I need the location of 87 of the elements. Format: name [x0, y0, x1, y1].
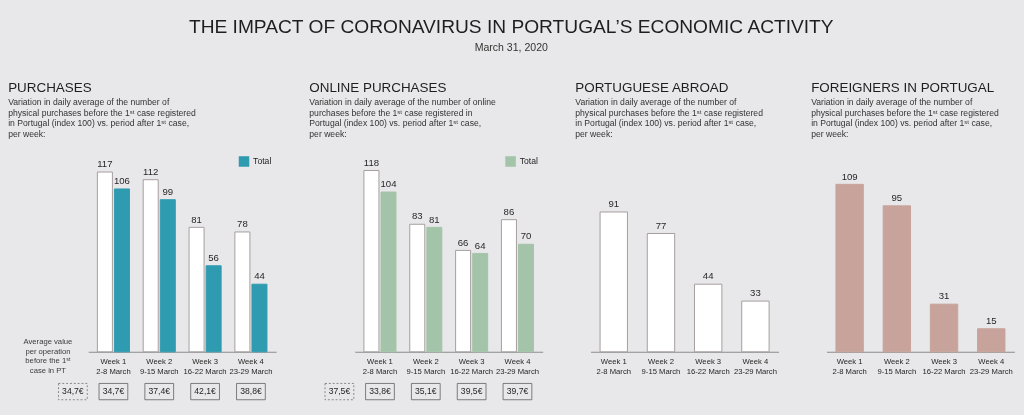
text: 35,1€: [415, 386, 437, 397]
bar: [472, 252, 489, 353]
data-label: 112: [143, 165, 159, 177]
bar: [882, 205, 912, 353]
bar: [96, 171, 113, 353]
chart-title: ONLINE PURCHASES: [309, 79, 447, 95]
bar: [205, 265, 222, 353]
data-label: 77: [655, 219, 667, 231]
legend-label: Total: [253, 156, 272, 167]
data-label: 91: [608, 198, 620, 210]
data-label: 106: [113, 175, 130, 187]
x-tick-label: Week 2 9-15 March: [406, 356, 446, 376]
text: March 31, 2020: [474, 40, 549, 53]
data-label: 118: [363, 156, 380, 168]
data-label: 70: [520, 230, 532, 242]
bar: [646, 233, 676, 353]
data-label: 104: [380, 178, 398, 190]
data-label: 56: [208, 251, 219, 263]
bar: [363, 170, 380, 353]
x-tick-label: Week 1 2-8 March: [362, 356, 398, 376]
legend-label: Total: [519, 156, 538, 167]
bar: [113, 188, 130, 353]
x-tick-label: Week 3 16-22 March: [183, 356, 227, 376]
text: 34,7€: [62, 386, 84, 397]
bar: [234, 231, 251, 353]
data-label: 15: [985, 314, 997, 326]
text: 33,8€: [369, 386, 391, 397]
chart-title: FOREIGNERS IN PORTUGAL: [811, 79, 995, 95]
bar: [142, 179, 159, 353]
text: 38,8€: [240, 386, 262, 397]
text: Average value per operation before the 1ˢᵗ case in PT: [23, 337, 73, 375]
x-tick-label: Week 1 2-8 March: [96, 356, 131, 376]
data-label: 117: [97, 158, 113, 170]
bar: [409, 223, 426, 353]
chart-subtitle: Variation in daily average of the number of physical purchases before the 1ˢᵗ case registered in Portugal (index 100) vs. period after 1ˢᵗ case, per week:: [8, 97, 196, 140]
text: 39,7€: [506, 386, 529, 397]
text: 37,4€: [148, 386, 171, 397]
x-tick-label: Week 2 9-15 March: [877, 356, 917, 376]
chart-title: PURCHASES: [8, 79, 92, 95]
x-tick-label: Week 2 9-15 March: [139, 356, 179, 376]
bar: [835, 183, 864, 353]
data-label: 95: [891, 192, 903, 204]
data-label: 83: [411, 210, 423, 222]
bar: [380, 191, 397, 353]
data-label: 109: [841, 170, 858, 182]
x-tick-label: Week 4 23-29 March: [733, 356, 777, 376]
bar: [251, 283, 268, 353]
x-tick-label: Week 4 23-29 March: [969, 356, 1013, 376]
bar: [741, 300, 770, 353]
chart-subtitle: Variation in daily average of the number of physical purchases before the 1ˢᵗ case registered in Portugal (index 100) vs. period after 1ˢᵗ case, per week:: [811, 97, 999, 140]
bar: [599, 211, 628, 353]
bar: [426, 226, 443, 353]
x-tick-label: Week 3 16-22 March: [686, 356, 730, 376]
x-tick-label: Week 3 16-22 March: [922, 356, 966, 376]
chart-subtitle: Variation in daily average of the number of physical purchases before the 1ˢᵗ case registered in Portugal (index 100) vs. period after 1ˢᵗ case, per week:: [575, 97, 764, 140]
text: 37,5€: [328, 386, 351, 397]
x-tick-label: Week 1 2-8 March: [596, 356, 631, 376]
data-label: 44: [702, 270, 715, 282]
x-tick-label: Week 2 9-15 March: [641, 356, 681, 376]
data-label: 81: [191, 213, 202, 225]
text: 42,1€: [194, 386, 217, 397]
x-tick-label: Week 3 16-22 March: [450, 356, 494, 376]
bar: [159, 199, 176, 353]
data-label: 44: [254, 270, 266, 282]
text: THE IMPACT OF CORONAVIRUS IN PORTUGAL’S ECONOMIC ACTIVITY: [188, 16, 834, 38]
chart-title: PORTUGUESE ABROAD: [575, 79, 729, 95]
bar: [694, 283, 723, 353]
data-label: 31: [938, 290, 950, 302]
text: 34,7€: [102, 386, 125, 397]
data-label: 66: [457, 236, 469, 248]
bar: [455, 249, 472, 353]
chart-subtitle: Variation in daily average of the number of online purchases before the 1ˢᵗ case registered in Portugal (index 100) vs. period after 1ˢᵗ case, per week:: [309, 97, 497, 140]
bar: [929, 303, 959, 353]
bar: [188, 226, 205, 353]
data-label: 99: [162, 185, 174, 197]
x-tick-label: Week 4 23-29 March: [495, 356, 539, 376]
bar: [977, 328, 1006, 353]
bar: [500, 219, 517, 353]
data-label: 64: [474, 239, 487, 251]
data-label: 33: [750, 287, 761, 299]
bar: [518, 243, 534, 353]
data-label: 78: [237, 218, 248, 230]
data-label: 81: [429, 213, 440, 225]
x-tick-label: Week 1 2-8 March: [832, 356, 867, 376]
data-label: 86: [503, 205, 515, 217]
x-tick-label: Week 4 23-29 March: [229, 356, 273, 376]
text: 39,5€: [460, 386, 483, 397]
